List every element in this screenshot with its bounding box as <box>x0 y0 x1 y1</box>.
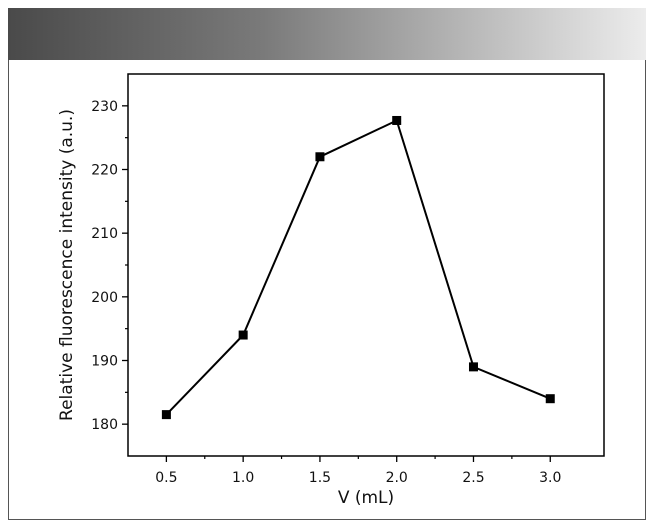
figure-frame <box>8 8 646 520</box>
x-tick-label: 1.0 <box>232 470 254 486</box>
data-point <box>545 394 555 404</box>
data-point <box>238 330 248 340</box>
y-tick-label: 190 <box>91 354 118 370</box>
y-tick-label: 200 <box>91 290 118 306</box>
x-tick-label: 0.5 <box>155 470 177 486</box>
data-point <box>468 362 478 372</box>
y-tick-label: 220 <box>91 163 118 179</box>
data-points <box>161 115 555 420</box>
y-axis-title: Relative fluorescence intensity (a.u.) <box>57 109 77 421</box>
plot-area <box>127 73 605 457</box>
x-tick-label: 1.5 <box>309 470 331 486</box>
data-point <box>315 152 325 162</box>
y-axis: 180 190 200 210 220 230 <box>91 99 128 433</box>
x-tick-label: 2.0 <box>386 470 408 486</box>
y-tick-label: 180 <box>91 417 118 433</box>
x-tick-label: 3.0 <box>539 470 561 486</box>
x-axis: 0.5 1.0 1.5 2.0 2.5 3.0 <box>155 456 561 486</box>
y-tick-label: 230 <box>91 99 118 115</box>
header-banner <box>8 8 646 60</box>
y-tick-label: 210 <box>91 226 118 242</box>
x-axis-title: V (mL) <box>338 488 394 508</box>
data-point <box>161 410 171 420</box>
series-line <box>165 119 551 416</box>
data-point <box>392 115 402 125</box>
x-tick-label: 2.5 <box>462 470 484 486</box>
